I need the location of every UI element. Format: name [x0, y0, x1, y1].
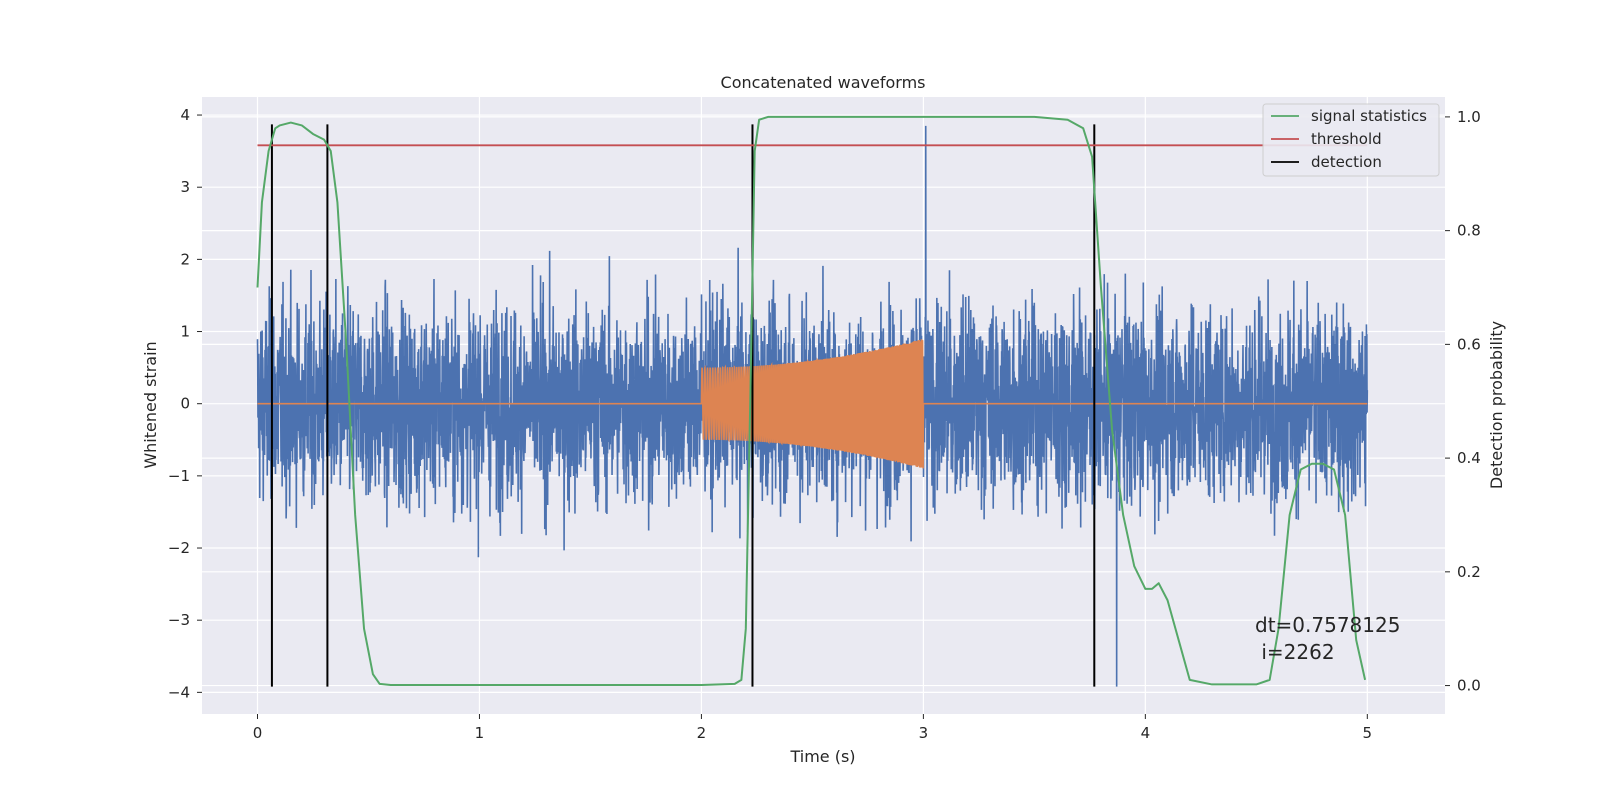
detection-lines: [270, 124, 1096, 687]
y-right-tick-label: 0.2: [1457, 563, 1481, 581]
y-left-tick-label: 0: [180, 395, 190, 413]
y-left-tick-label: −2: [168, 539, 190, 557]
y-right-tick-label: 1.0: [1457, 108, 1481, 126]
signal-statistics-line: [256, 115, 1367, 686]
y-left-tick-label: −1: [168, 467, 190, 485]
y-left-ticks: 4 3 2 1 0 −1 −2 −3 −4: [168, 106, 202, 701]
y-right-tick-label: 0.0: [1457, 677, 1481, 695]
y-left-tick-label: 1: [180, 323, 190, 341]
y-right-tick-label: 0.4: [1457, 449, 1481, 467]
y-right-tick-label: 0.6: [1457, 335, 1481, 353]
signal-statistics-series: [256, 115, 1367, 686]
x-tick-label: 2: [697, 724, 707, 742]
x-axis-label: Time (s): [789, 747, 855, 766]
y-right-axis-label: Detection probability: [1487, 321, 1506, 489]
legend-box: [1262, 103, 1440, 177]
annotation-i: i=2262: [1255, 640, 1335, 664]
chart-title: Concatenated waveforms: [721, 73, 926, 92]
x-tick-label: 3: [919, 724, 929, 742]
legend-label-threshold: threshold: [1311, 130, 1382, 148]
x-tick-label: 4: [1141, 724, 1151, 742]
strain-noise-line: [256, 125, 1369, 687]
x-ticks: 0 1 2 3 4 5: [253, 714, 1372, 742]
legend: signal statistics threshold detection: [1262, 103, 1440, 177]
strain-noise-series: [256, 125, 1369, 687]
y-left-axis-label: Whitened strain: [141, 341, 160, 468]
y-left-tick-label: 3: [180, 178, 190, 196]
annotation-dt: dt=0.7578125: [1255, 613, 1400, 637]
x-tick-label: 5: [1363, 724, 1373, 742]
injection-chirp-line: [257, 339, 1368, 469]
y-left-tick-label: −4: [168, 683, 190, 701]
y-left-tick-label: 2: [180, 250, 190, 268]
y-left-tick-label: 4: [180, 106, 190, 124]
legend-label-signal: signal statistics: [1311, 107, 1427, 125]
legend-label-detection: detection: [1311, 153, 1382, 171]
y-left-tick-label: −3: [168, 611, 190, 629]
x-tick-label: 0: [253, 724, 263, 742]
y-right-ticks: 1.0 0.8 0.6 0.4 0.2 0.0: [1445, 108, 1481, 695]
injection-chirp-series: [257, 339, 1368, 469]
y-right-tick-label: 0.8: [1457, 222, 1481, 240]
x-tick-label: 1: [475, 724, 485, 742]
